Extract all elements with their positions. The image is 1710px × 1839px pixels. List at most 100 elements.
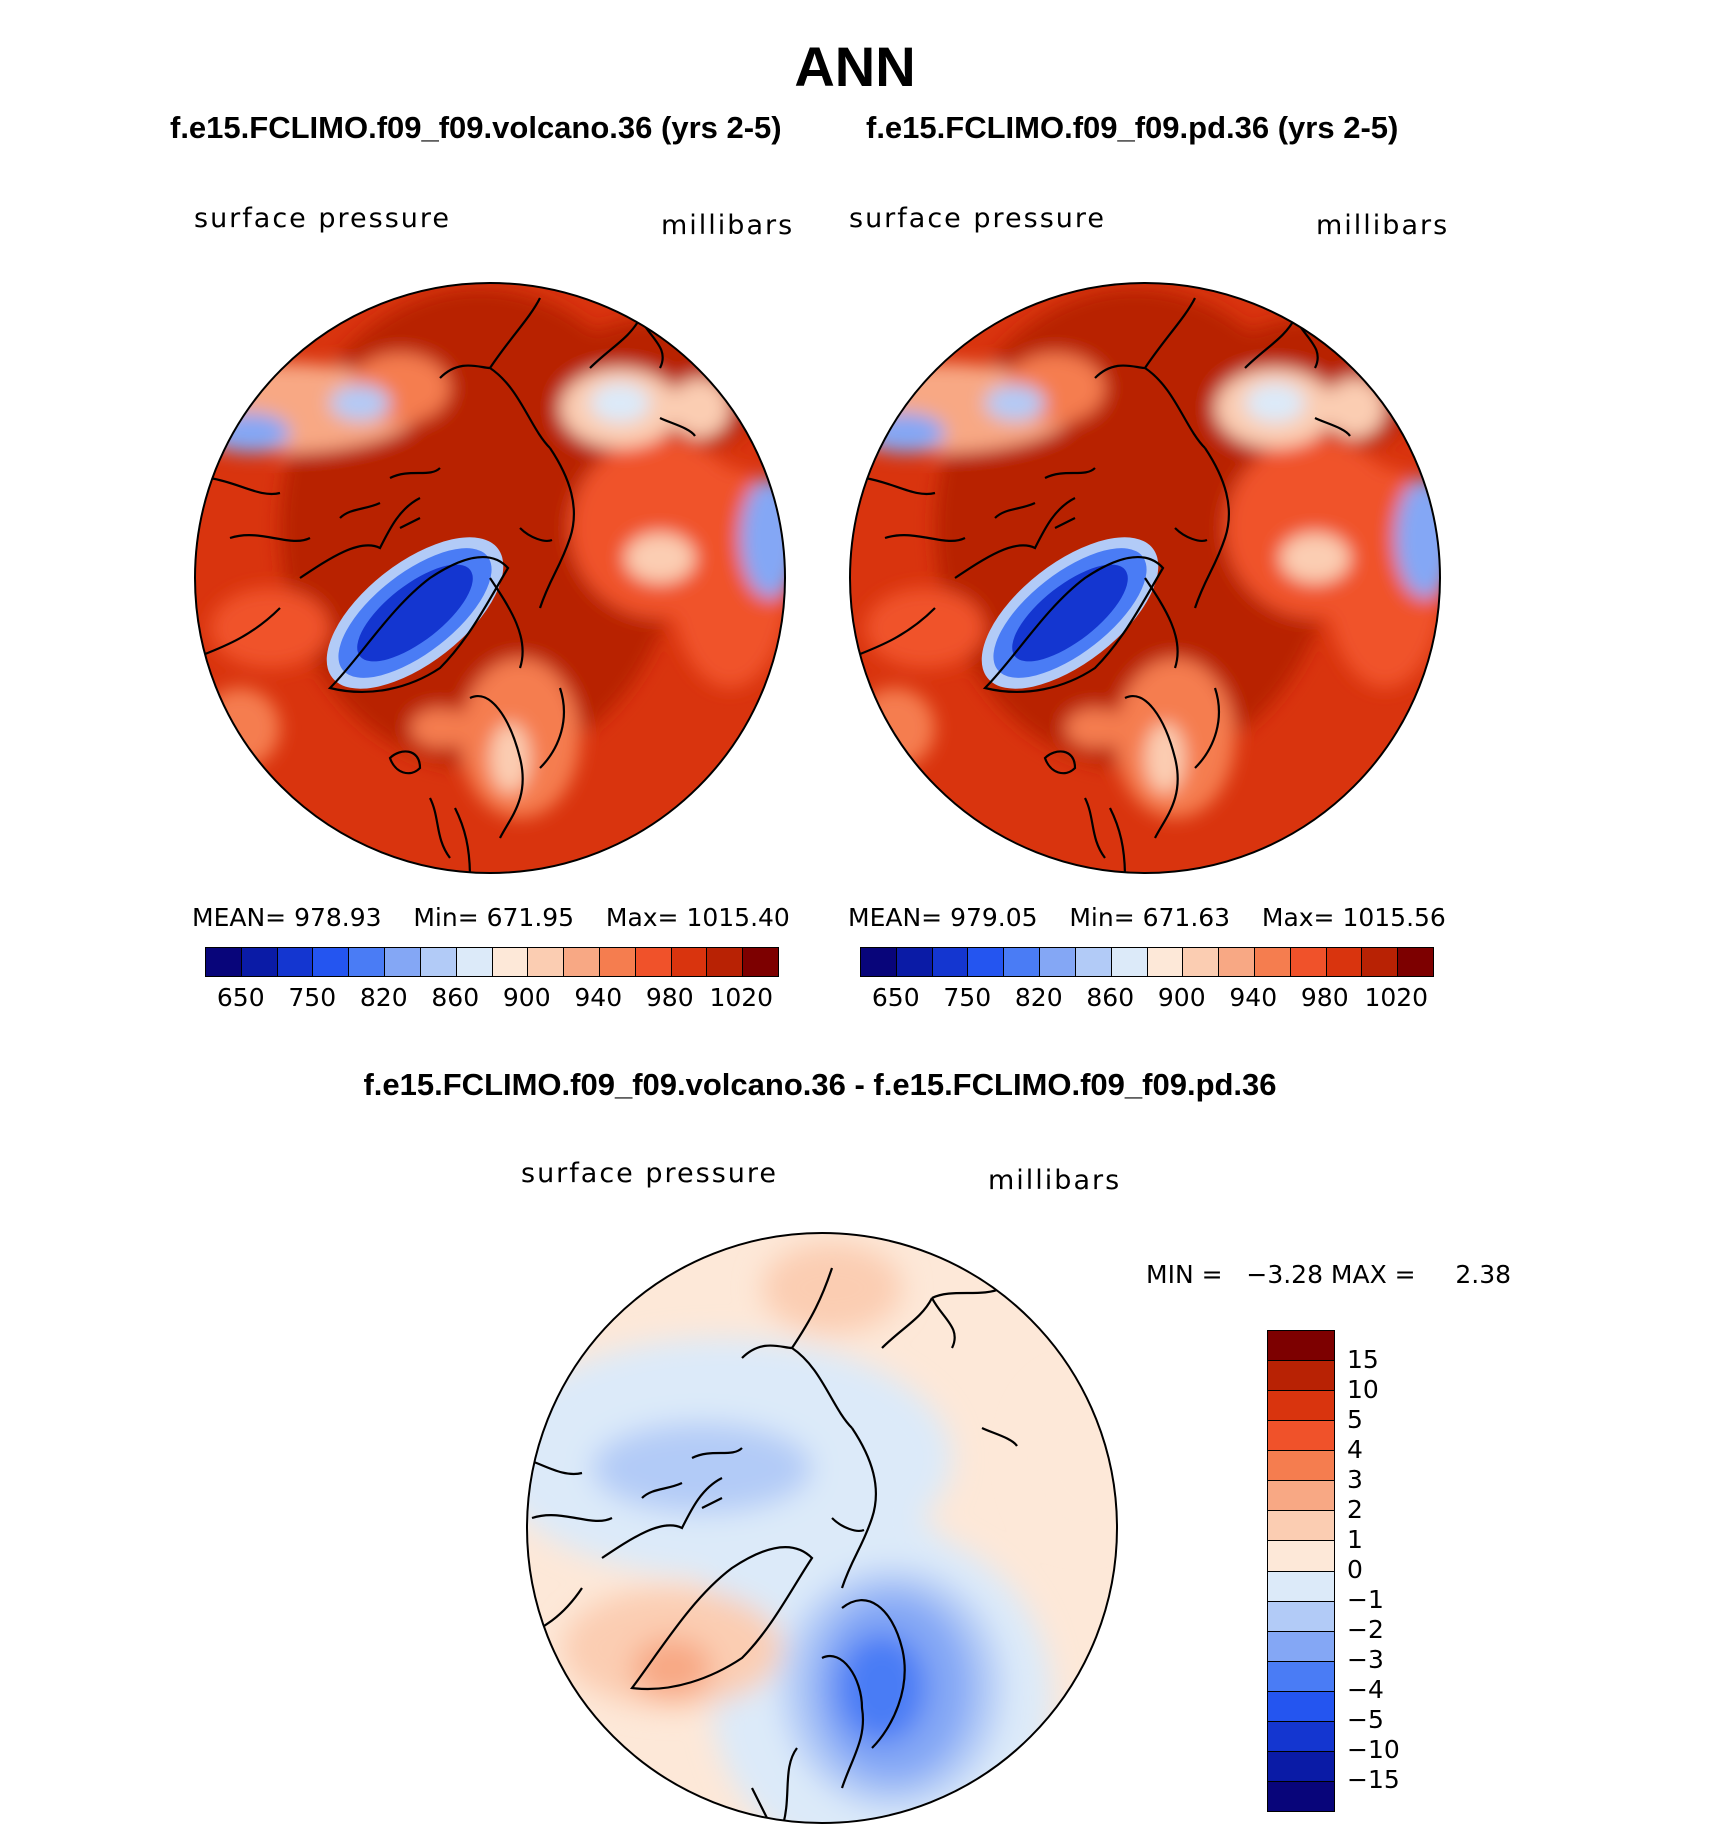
colorbar-tick-label: 3 [1347,1465,1363,1494]
colorbar-swatch [1004,948,1041,976]
panel-1-units-label: millibars [661,210,795,241]
colorbar-tick-label: 2 [1347,1495,1363,1524]
colorbar-swatch [1268,1391,1334,1422]
colorbar-tick-label: 10 [1347,1375,1379,1404]
colorbar-tick-label: 1 [1347,1525,1363,1554]
colorbar-tick-label: −3 [1347,1645,1384,1674]
colorbar-swatch [1254,948,1291,976]
colorbar-swatch [1075,948,1112,976]
panel-1-max: Max= 1015.40 [605,903,790,932]
colorbar-swatch [1268,1691,1334,1722]
figure-title: ANN [794,35,916,98]
colorbar-swatch [599,948,636,976]
colorbar-tick-label: 0 [1347,1555,1363,1584]
colorbar-swatch [1268,1481,1334,1512]
colorbar-tick-label: 820 [1014,983,1063,1012]
colorbar-swatch [743,948,778,976]
colorbar-tick-label: 15 [1347,1345,1379,1374]
colorbar-tick-label: 4 [1347,1435,1363,1464]
colorbar-swatch [671,948,708,976]
colorbar-tick-label: 940 [1229,983,1278,1012]
panel-1-variable-label: surface pressure [194,203,451,234]
colorbar-tick-label: 5 [1347,1405,1363,1434]
diff-polar-map [526,1232,1118,1824]
colorbar-swatch [635,948,672,976]
panel-2-max: Max= 1015.56 [1261,903,1446,932]
colorbar-tick-label: −10 [1347,1735,1400,1764]
colorbar-swatch [456,948,493,976]
colorbar-swatch [1268,1541,1334,1572]
panel-2-polar-map [849,282,1441,874]
diff-minmax: MIN = −3.28 MAX = 2.38 [1146,1260,1512,1289]
colorbar-swatch [1268,1661,1334,1692]
colorbar-tick-label: 860 [431,983,480,1012]
panel-1-mean: MEAN= 978.93 [192,903,382,932]
colorbar-swatch [1268,1331,1334,1362]
diff-colorbar [1267,1330,1335,1812]
panel-1-case-title: f.e15.FCLIMO.f09_f09.volcano.36 (yrs 2-5… [170,110,782,145]
colorbar-swatch [1268,1751,1334,1782]
panel-2-colorbar [860,947,1434,977]
colorbar-swatch [1268,1571,1334,1602]
colorbar-tick-label: 1020 [1364,983,1429,1012]
colorbar-tick-label: 900 [1157,983,1206,1012]
colorbar-swatch [1362,948,1399,976]
colorbar-tick-label: 1020 [709,983,774,1012]
colorbar-swatch [528,948,565,976]
diff-variable-label: surface pressure [521,1158,778,1189]
panel-2-min: Min= 671.63 [1069,903,1231,932]
colorbar-swatch [896,948,933,976]
colorbar-swatch [1268,1721,1334,1752]
colorbar-tick-label: 650 [216,983,265,1012]
colorbar-swatch [385,948,421,976]
panel-1-min: Min= 671.95 [413,903,575,932]
colorbar-tick-label: 750 [943,983,992,1012]
colorbar-swatch [1268,1361,1334,1392]
colorbar-swatch [1398,948,1433,976]
colorbar-swatch [1111,948,1148,976]
colorbar-swatch [1326,948,1363,976]
colorbar-swatch [932,948,969,976]
colorbar-swatch [277,948,314,976]
diff-panel-title: f.e15.FCLIMO.f09_f09.volcano.36 - f.e15.… [363,1067,1277,1102]
colorbar-tick-label: −2 [1347,1615,1384,1644]
colorbar-tick-label: 750 [288,983,337,1012]
colorbar-swatch [968,948,1005,976]
colorbar-tick-label: −4 [1347,1675,1384,1704]
panel-2-variable-label: surface pressure [849,203,1106,234]
panel-1-polar-map [194,282,786,874]
colorbar-swatch [707,948,744,976]
colorbar-swatch [1268,1451,1334,1482]
colorbar-swatch [420,948,457,976]
colorbar-swatch [313,948,350,976]
colorbar-swatch [1268,1631,1334,1662]
panel-2-units-label: millibars [1316,210,1450,241]
colorbar-tick-label: 980 [1300,983,1349,1012]
colorbar-swatch [1183,948,1220,976]
colorbar-swatch [206,948,242,976]
panel-2-mean: MEAN= 979.05 [848,903,1038,932]
colorbar-tick-label: −15 [1347,1765,1400,1794]
colorbar-tick-label: 650 [871,983,920,1012]
colorbar-swatch [1268,1781,1334,1811]
colorbar-swatch [1290,948,1327,976]
colorbar-tick-label: 980 [645,983,694,1012]
colorbar-swatch [1219,948,1255,976]
panel-1-colorbar [205,947,779,977]
colorbar-swatch [1268,1421,1334,1452]
diff-units-label: millibars [988,1165,1122,1196]
colorbar-tick-label: 820 [359,983,408,1012]
colorbar-tick-label: 940 [574,983,623,1012]
colorbar-tick-label: −1 [1347,1585,1384,1614]
colorbar-swatch [564,948,600,976]
colorbar-swatch [492,948,529,976]
colorbar-swatch [1040,948,1076,976]
colorbar-swatch [241,948,278,976]
colorbar-swatch [1268,1601,1334,1632]
colorbar-tick-label: 900 [502,983,551,1012]
colorbar-tick-label: −5 [1347,1705,1384,1734]
colorbar-swatch [1147,948,1184,976]
colorbar-swatch [349,948,386,976]
panel-2-case-title: f.e15.FCLIMO.f09_f09.pd.36 (yrs 2-5) [866,110,1399,145]
colorbar-swatch [861,948,897,976]
